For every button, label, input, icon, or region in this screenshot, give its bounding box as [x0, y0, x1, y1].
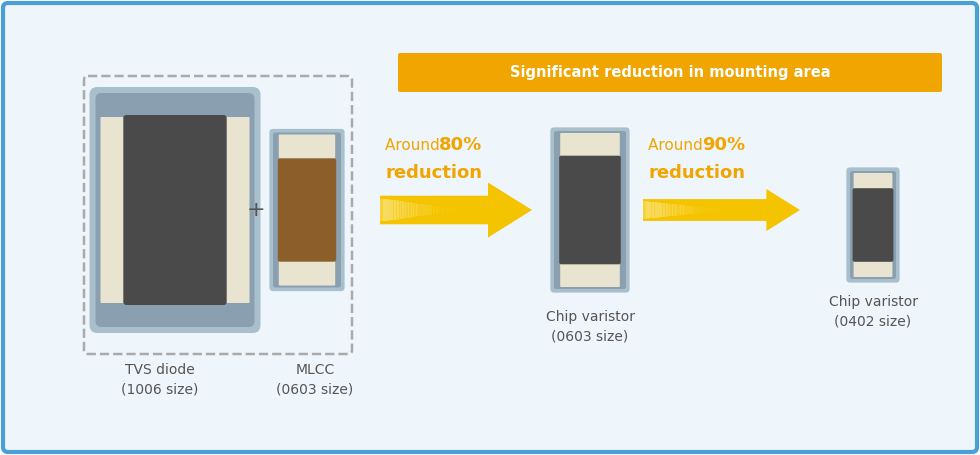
Text: 80%: 80%	[439, 136, 482, 154]
Bar	[438, 207, 440, 213]
FancyBboxPatch shape	[554, 131, 626, 289]
FancyBboxPatch shape	[847, 167, 900, 283]
Bar	[689, 206, 692, 214]
Bar	[649, 202, 654, 218]
Bar	[444, 207, 445, 212]
Bar	[441, 207, 443, 213]
FancyBboxPatch shape	[278, 135, 335, 162]
Text: Chip varistor
(0402 size): Chip varistor (0402 size)	[828, 295, 917, 329]
Text: TVS diode
(1006 size): TVS diode (1006 size)	[122, 363, 199, 396]
FancyBboxPatch shape	[3, 3, 977, 452]
Bar	[400, 201, 404, 219]
Bar	[436, 206, 438, 214]
FancyBboxPatch shape	[123, 115, 226, 305]
Text: Around: Around	[648, 137, 708, 152]
Polygon shape	[380, 182, 532, 238]
FancyBboxPatch shape	[551, 127, 629, 293]
Bar	[424, 205, 427, 215]
FancyBboxPatch shape	[561, 261, 619, 287]
FancyBboxPatch shape	[277, 158, 336, 262]
Bar	[643, 201, 649, 219]
Bar	[385, 199, 391, 221]
FancyBboxPatch shape	[89, 87, 261, 333]
Bar	[408, 202, 412, 217]
Bar	[383, 199, 388, 221]
FancyBboxPatch shape	[398, 53, 942, 92]
Bar	[666, 203, 670, 217]
Bar	[433, 206, 435, 214]
Text: reduction: reduction	[648, 164, 745, 182]
FancyBboxPatch shape	[560, 156, 620, 264]
Bar	[646, 202, 652, 218]
Bar	[652, 202, 657, 218]
Bar	[663, 203, 667, 217]
Bar	[680, 205, 684, 215]
Bar	[695, 207, 697, 213]
Bar	[661, 203, 664, 217]
Bar	[391, 200, 396, 220]
Bar	[397, 201, 401, 219]
Bar	[712, 208, 713, 212]
Bar	[405, 202, 409, 218]
FancyBboxPatch shape	[278, 259, 335, 285]
Bar	[655, 202, 660, 217]
Bar	[658, 203, 662, 217]
Text: MLCC
(0603 size): MLCC (0603 size)	[276, 363, 354, 396]
Bar	[447, 208, 448, 212]
Bar	[427, 205, 430, 215]
Bar	[421, 204, 424, 216]
Text: Chip varistor
(0603 size): Chip varistor (0603 size)	[546, 310, 634, 344]
Bar	[669, 204, 673, 216]
FancyBboxPatch shape	[222, 117, 250, 303]
FancyBboxPatch shape	[854, 173, 893, 191]
Bar	[416, 203, 419, 217]
Bar	[707, 207, 708, 212]
Bar	[683, 205, 686, 215]
Bar	[380, 198, 385, 222]
Text: 90%: 90%	[702, 136, 745, 154]
Bar	[701, 207, 703, 213]
Bar	[394, 201, 399, 219]
Bar	[403, 202, 407, 218]
Bar	[430, 205, 432, 215]
Bar	[411, 203, 415, 217]
FancyBboxPatch shape	[853, 188, 894, 262]
Bar	[698, 207, 700, 213]
FancyBboxPatch shape	[95, 93, 255, 327]
FancyBboxPatch shape	[101, 117, 127, 303]
Bar	[414, 203, 416, 217]
FancyBboxPatch shape	[273, 132, 341, 288]
Bar	[671, 204, 675, 216]
Bar	[419, 204, 422, 216]
FancyBboxPatch shape	[854, 259, 893, 277]
Text: Significant reduction in mounting area: Significant reduction in mounting area	[510, 65, 830, 80]
Text: reduction: reduction	[385, 164, 482, 182]
Bar	[674, 204, 678, 216]
FancyBboxPatch shape	[270, 129, 345, 291]
Polygon shape	[643, 189, 800, 231]
Bar	[692, 206, 695, 214]
Bar	[704, 207, 706, 212]
FancyBboxPatch shape	[561, 133, 619, 159]
Bar	[388, 200, 393, 220]
FancyBboxPatch shape	[850, 171, 896, 279]
Bar	[677, 205, 681, 215]
Text: +: +	[247, 200, 266, 220]
Text: Around: Around	[385, 137, 445, 152]
Bar	[686, 206, 689, 214]
